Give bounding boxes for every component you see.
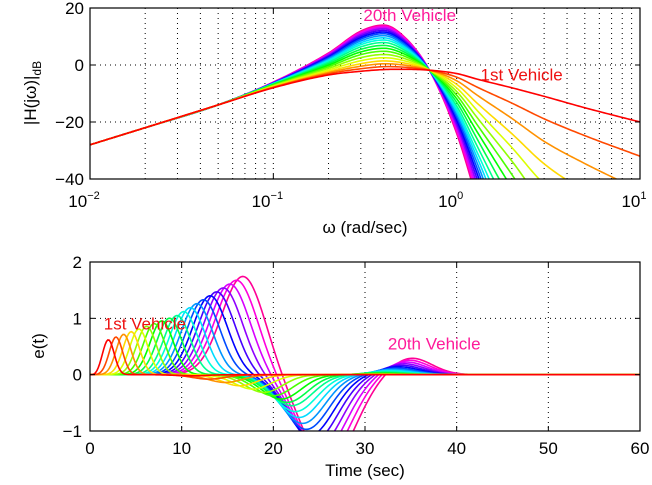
magnitude-x-axis-label: ω (rad/sec) bbox=[322, 218, 407, 237]
error-y-tick-label: 2 bbox=[73, 253, 82, 272]
error-y-tick-label: −1 bbox=[63, 422, 82, 441]
error-x-tick-label: 60 bbox=[631, 439, 650, 458]
magnitude-y-tick-label: 0 bbox=[75, 56, 84, 75]
magnitude-x-tick-label: 10−1 bbox=[252, 190, 283, 211]
magnitude-plot: 10−2 10−1 100 101 −40 −20 0 20 20th Vehicle 1st… bbox=[21, 0, 647, 237]
magnitude-plot-frame bbox=[89, 7, 641, 180]
svg-text:|H(jω)|dB: |H(jω)|dB bbox=[21, 61, 44, 125]
magnitude-y-tick-label: 20 bbox=[65, 0, 84, 18]
magnitude-y-axis-label: |H(jω)|dB bbox=[21, 61, 44, 125]
magnitude-annotation-1st-vehicle: 1st Vehicle bbox=[481, 66, 563, 85]
error-y-tick-label: 1 bbox=[73, 309, 82, 328]
error-x-tick-label: 30 bbox=[356, 439, 375, 458]
magnitude-y-tick-label: −20 bbox=[55, 113, 84, 132]
magnitude-y-tick-label: −40 bbox=[55, 170, 84, 189]
magnitude-annotation-20th-vehicle: 20th Vehicle bbox=[363, 6, 456, 25]
error-line-vehicle-1 bbox=[90, 338, 640, 377]
error-annotation-1st-vehicle: 1st Vehicle bbox=[104, 315, 186, 334]
error-x-axis-label: Time (sec) bbox=[325, 461, 405, 480]
magnitude-series-group bbox=[90, 24, 640, 179]
error-x-tick-label: 10 bbox=[172, 439, 191, 458]
error-x-tick-label: 40 bbox=[447, 439, 466, 458]
error-x-tick-label: 20 bbox=[264, 439, 283, 458]
magnitude-y-axis-label-main: |H(jω)| bbox=[21, 76, 40, 125]
error-y-axis-label: e(t) bbox=[29, 333, 48, 359]
error-y-tick-label: 0 bbox=[73, 366, 82, 385]
error-x-tick-label: 50 bbox=[539, 439, 558, 458]
error-series-group bbox=[90, 275, 640, 431]
magnitude-x-tick-label: 100 bbox=[438, 190, 463, 211]
magnitude-x-tick-label: 101 bbox=[621, 190, 646, 211]
error-x-tick-label: 0 bbox=[85, 439, 94, 458]
error-annotation-20th-vehicle: 20th Vehicle bbox=[388, 334, 481, 353]
magnitude-x-tick-label: 10−2 bbox=[68, 190, 99, 211]
magnitude-line-vehicle-1 bbox=[90, 68, 640, 146]
magnitude-y-axis-label-sub: dB bbox=[30, 61, 44, 76]
magnitude-ticks: 10−2 10−1 100 101 −40 −20 0 20 bbox=[55, 0, 646, 211]
